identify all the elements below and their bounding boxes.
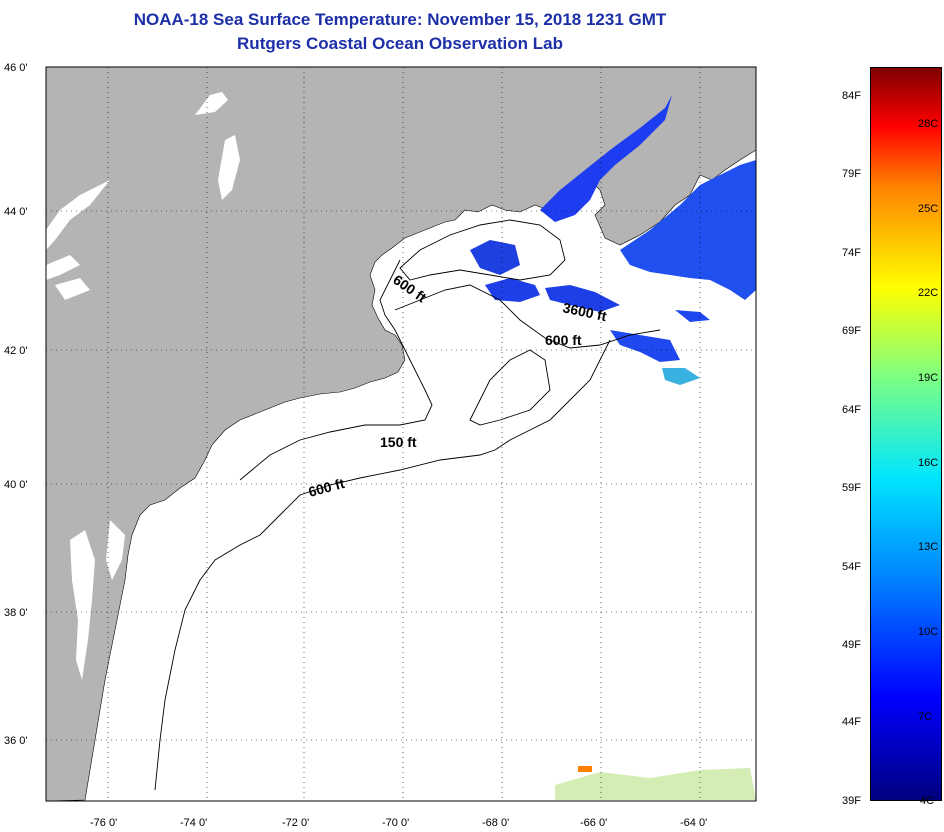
colorbar-c-label: 19C <box>918 372 939 384</box>
colorbar-f-label: 54F <box>842 561 861 573</box>
lon-label: -68 0' <box>482 817 509 829</box>
map-title: NOAA-18 Sea Surface Temperature: Novembe… <box>133 10 667 29</box>
colorbar-c-label: 10C <box>918 626 939 638</box>
lat-label: 44 0' <box>4 206 28 218</box>
colorbar-f-label: 44F <box>842 716 861 728</box>
colorbar-c-label: 22C <box>918 287 939 299</box>
map-subtitle: Rutgers Coastal Ocean Observation Lab <box>237 34 563 53</box>
colorbar-c-label: 13C <box>918 541 939 553</box>
lon-label: -70 0' <box>382 817 409 829</box>
colorbar-c-label: 28C <box>918 118 939 130</box>
graticule <box>46 67 756 801</box>
colorbar-f-label: 39F <box>842 795 861 807</box>
inland-lakes <box>46 92 240 300</box>
depth-label: 600 ft <box>545 332 582 348</box>
colorbar-f-label: 59F <box>842 482 861 494</box>
bathymetry-contours <box>154 219 661 791</box>
colorbar-f-label: 74F <box>842 247 861 259</box>
lat-label: 40 0' <box>4 479 28 491</box>
colorbar-f-label: 49F <box>842 639 861 651</box>
lon-label: -72 0' <box>282 817 309 829</box>
colorbar-f-label: 79F <box>842 168 861 180</box>
lat-label: 42 0' <box>4 345 28 357</box>
lat-label: 38 0' <box>4 607 28 619</box>
lat-label: 46 0' <box>4 62 28 74</box>
sst-cold-patches <box>470 95 756 800</box>
colorbar-f-label: 84F <box>842 90 861 102</box>
lat-label: 36 0' <box>4 735 28 747</box>
colorbar-c-label: 7C <box>918 711 933 723</box>
bays <box>70 520 125 680</box>
lon-label: -64 0' <box>680 817 707 829</box>
colorbar-f-label: 64F <box>842 404 861 416</box>
temperature-colorbar <box>870 67 942 801</box>
lon-label: -74 0' <box>180 817 207 829</box>
depth-label: 150 ft <box>380 434 417 450</box>
map-frame <box>45 66 757 802</box>
lon-label: -66 0' <box>580 817 607 829</box>
colorbar-c-label: 4C <box>920 795 935 807</box>
colorbar-c-label: 25C <box>918 203 939 215</box>
colorbar-c-label: 16C <box>918 457 939 469</box>
lon-label: -76 0' <box>90 817 117 829</box>
land-mass <box>45 66 757 802</box>
colorbar-f-label: 69F <box>842 325 861 337</box>
